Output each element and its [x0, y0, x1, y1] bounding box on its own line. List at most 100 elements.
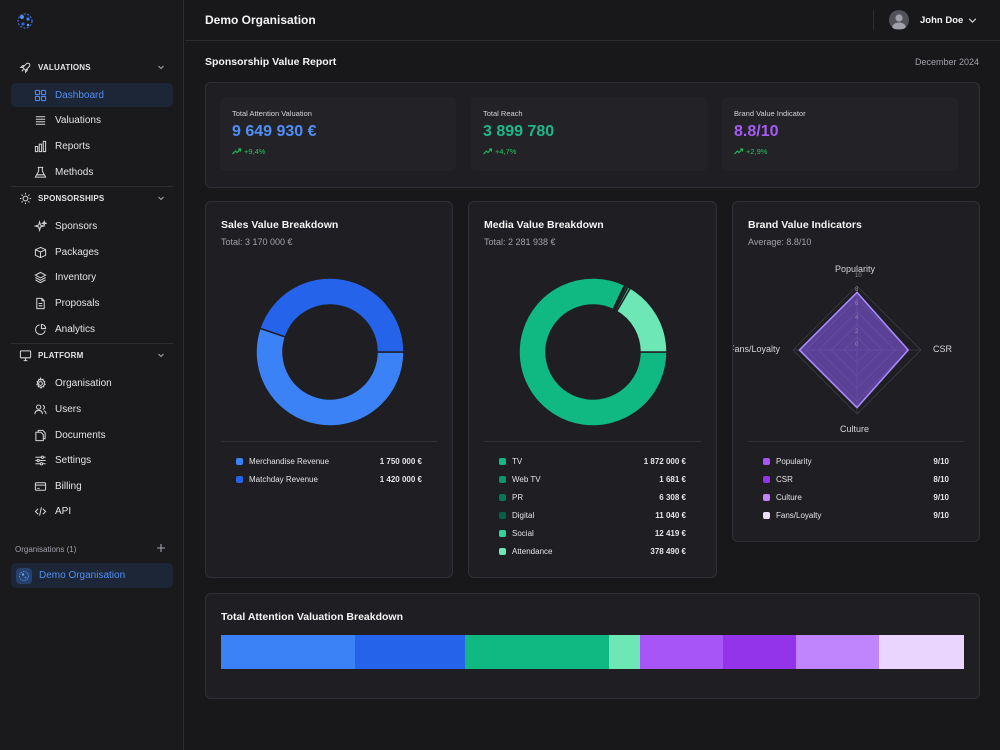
section-platform[interactable]: PLATFORM: [18, 346, 166, 364]
credit-card-icon: [33, 479, 47, 493]
radar-axis-label: Fans/Loyalty: [732, 344, 781, 354]
legend-swatch: [763, 475, 770, 483]
sidebar-item-users[interactable]: Users: [11, 397, 173, 421]
legend-value: 12 419 €: [654, 528, 686, 538]
legend-label: Popularity: [776, 456, 812, 466]
sidebar-item-api[interactable]: API: [11, 499, 173, 523]
kpi-change: +2,9%: [734, 147, 958, 156]
divider: [748, 441, 964, 442]
legend-swatch: [499, 529, 506, 537]
legend-item: Web TV 1 681 €: [499, 470, 686, 488]
legend-item: Popularity 9/10: [763, 452, 949, 470]
radar-tick-label: 6: [855, 301, 859, 307]
avatar[interactable]: [889, 10, 909, 30]
sidebar-item-analytics[interactable]: Analytics: [11, 317, 173, 341]
legend-value: 9/10: [933, 456, 949, 466]
sidebar-item-organisation[interactable]: Organisation: [11, 371, 173, 395]
kpi-card-total-reach: Total Reach 3 899 780 +4,7%: [471, 97, 707, 171]
sidebar-item-methods[interactable]: Methods: [11, 160, 173, 184]
legend-value: 9/10: [933, 510, 949, 520]
sidebar-item-reports[interactable]: Reports: [11, 134, 173, 158]
legend-value: 1 681 €: [659, 474, 686, 484]
sidebar-item-label: Sponsors: [55, 220, 98, 232]
organisation-item[interactable]: Demo Organisation: [11, 563, 173, 588]
sidebar: VALUATIONS Dashboard Valuations Reports …: [0, 0, 184, 750]
legend-label: Fans/Loyalty: [776, 510, 822, 520]
trend-up-icon: [483, 148, 492, 155]
file-icon: [33, 296, 47, 310]
sidebar-item-dashboard[interactable]: Dashboard: [11, 83, 173, 107]
radar-series-area: [798, 291, 910, 409]
panel-title: Media Value Breakdown: [484, 219, 604, 231]
user-name[interactable]: John Doe: [920, 15, 964, 26]
kpi-change-value: +9,4%: [244, 147, 266, 156]
sidebar-item-label: Proposals: [55, 297, 100, 309]
media-slice: [518, 277, 668, 427]
kpi-label: Brand Value Indicator: [734, 109, 806, 118]
media-breakdown-card: Media Value Breakdown Total: 2 281 938 €…: [468, 201, 717, 578]
tav-segment: [464, 635, 609, 669]
sidebar-item-packages[interactable]: Packages: [11, 240, 173, 264]
radar-tick-label: 4: [855, 315, 859, 321]
media-legend: TV 1 872 000 € Web TV 1 681 € PR 6 308 €…: [499, 452, 686, 560]
app-logo[interactable]: [15, 11, 35, 31]
legend-label: Merchandise Revenue: [249, 456, 330, 466]
legend-swatch: [763, 493, 770, 501]
sidebar-item-documents[interactable]: Documents: [11, 423, 173, 447]
sidebar-item-settings[interactable]: Settings: [11, 448, 173, 472]
legend-value: 1 872 000 €: [643, 456, 686, 466]
legend-item: Culture 9/10: [763, 488, 949, 506]
radar-axis-label: Culture: [840, 424, 870, 434]
plus-icon[interactable]: [156, 543, 166, 553]
legend-label: TV: [512, 456, 523, 466]
chevron-down-icon[interactable]: [156, 350, 166, 360]
brand-indicators-card: Brand Value Indicators Average: 8.8/10 P…: [732, 201, 980, 542]
sidebar-item-inventory[interactable]: Inventory: [11, 265, 173, 289]
report-title: Sponsorship Value Report: [205, 56, 337, 68]
tav-segment: [608, 635, 641, 669]
legend-item: CSR 8/10: [763, 470, 949, 488]
legend-value: 6 308 €: [659, 492, 686, 502]
chevron-down-icon[interactable]: [967, 15, 977, 25]
organisation-name: Demo Organisation: [39, 570, 126, 581]
gear-icon: [33, 376, 47, 390]
pie-chart-icon: [33, 322, 47, 336]
sidebar-item-valuations[interactable]: Valuations: [11, 108, 173, 132]
radar-tick-label: 0: [855, 342, 859, 348]
chevron-down-icon[interactable]: [156, 193, 166, 203]
tav-segment: [796, 635, 880, 669]
kpi-label: Total Reach: [483, 109, 523, 118]
rocket-icon: [18, 60, 32, 74]
sales-legend: Merchandise Revenue 1 750 000 € Matchday…: [236, 452, 422, 488]
legend-value: 1 420 000 €: [379, 474, 422, 484]
section-sponsorships[interactable]: SPONSORSHIPS: [18, 189, 166, 207]
legend-item: Fans/Loyalty 9/10: [763, 506, 949, 524]
sidebar-item-label: Reports: [55, 140, 91, 152]
sidebar-item-billing[interactable]: Billing: [11, 474, 173, 498]
sidebar-item-label: Users: [55, 403, 82, 415]
kpi-value: 8.8/10: [734, 123, 779, 140]
sidebar-item-label: API: [55, 505, 72, 517]
tav-breakdown-card: Total Attention Valuation Breakdown: [205, 593, 980, 699]
sidebar-item-sponsors[interactable]: Sponsors: [11, 214, 173, 238]
list-icon: [33, 113, 47, 127]
sidebar-item-label: Dashboard: [55, 89, 104, 101]
kpi-change: +9,4%: [232, 147, 456, 156]
kpi-value: 9 649 930 €: [232, 123, 317, 140]
legend-swatch: [499, 457, 506, 465]
legend-label: Attendance: [512, 546, 553, 556]
legend-item: PR 6 308 €: [499, 488, 686, 506]
sidebar-item-proposals[interactable]: Proposals: [11, 291, 173, 315]
media-slice: [615, 287, 668, 353]
legend-swatch: [499, 547, 506, 555]
kpi-change: +4,7%: [483, 147, 707, 156]
panel-title: Brand Value Indicators: [748, 219, 862, 231]
tav-segment: [723, 635, 797, 669]
tav-segment: [640, 635, 724, 669]
sidebar-item-label: Billing: [55, 480, 82, 492]
section-valuations[interactable]: VALUATIONS: [18, 58, 166, 76]
radar-tick-label: 8: [855, 287, 859, 293]
legend-value: 8/10: [933, 474, 949, 484]
sidebar-item-label: Valuations: [55, 114, 101, 126]
chevron-down-icon[interactable]: [156, 62, 166, 72]
